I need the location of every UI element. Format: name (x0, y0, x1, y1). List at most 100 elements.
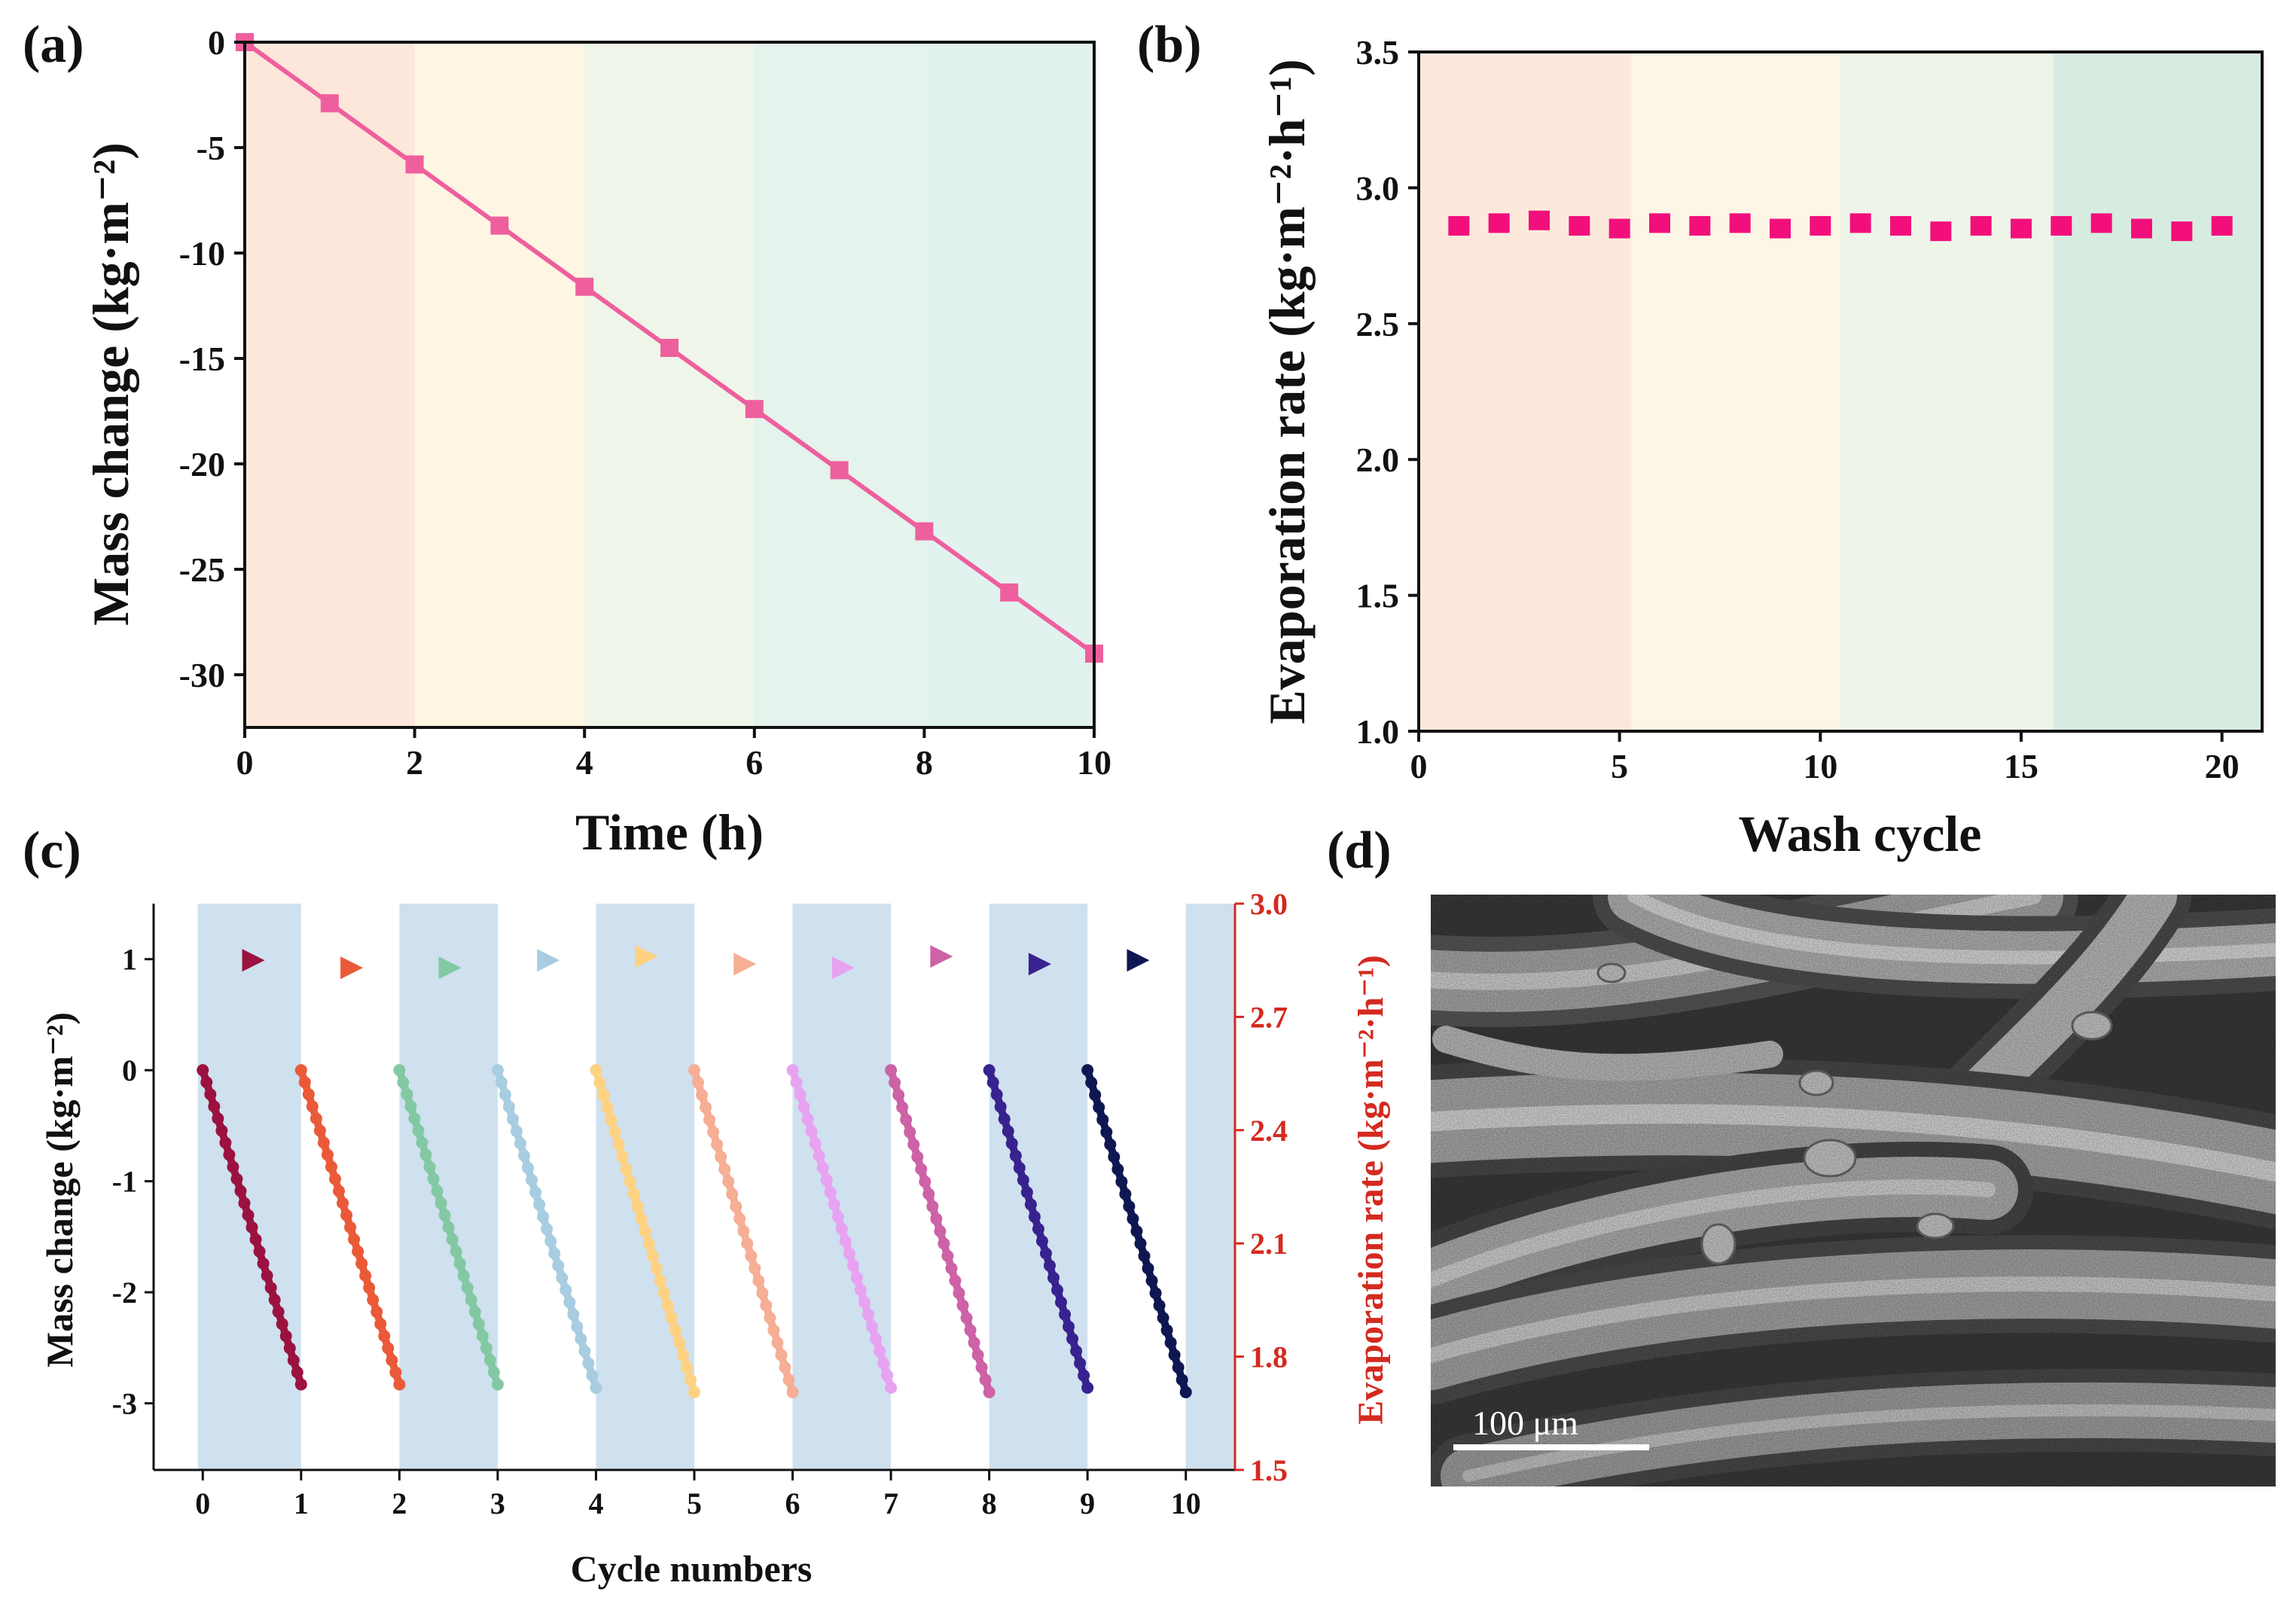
chart-c-point (291, 1366, 303, 1379)
chart-c-point (382, 1342, 395, 1355)
chart-c-point (386, 1354, 398, 1367)
chart-c-point (511, 1125, 523, 1138)
chart-b-point (1810, 215, 1831, 236)
chart-c-point (672, 1336, 685, 1349)
chart-c-point (1009, 1149, 1022, 1162)
chart-c-point (797, 1100, 810, 1113)
chart-a-ytick-label: -10 (179, 234, 225, 273)
chart-c-series-10 (1081, 949, 1192, 1398)
chart-c-point (491, 1064, 504, 1077)
chart-c-point (302, 1088, 315, 1101)
chart-c-point (197, 1064, 209, 1077)
chart-c-point (556, 1271, 569, 1284)
chart-c-point (764, 1312, 776, 1325)
chart-c-point (200, 1076, 213, 1089)
chart-a-point (490, 216, 509, 235)
chart-c-point (711, 1138, 724, 1151)
chart-c-point (412, 1124, 425, 1137)
chart-c-series-8 (885, 945, 996, 1398)
chart-c-point (363, 1282, 376, 1294)
chart-c-point (1013, 1161, 1026, 1174)
chart-a-xtick-label: 4 (576, 743, 593, 782)
chart-c-point (968, 1336, 980, 1349)
chart-c-point (665, 1312, 678, 1325)
chart-c-point (526, 1174, 538, 1187)
chart-a: 0 2 4 6 8 10 0 -5 -10 -15 -20 -25 -30 Time (h) Mass … (82, 23, 1111, 861)
chart-c-point (1024, 1198, 1037, 1211)
chart-c-point (1020, 1186, 1033, 1199)
chart-c-point (590, 1064, 602, 1077)
chart-c-point (1078, 1369, 1090, 1382)
chart-b-point (1529, 210, 1550, 230)
chart-c-point (1063, 1320, 1075, 1333)
chart-c-point (904, 1126, 916, 1139)
chart-c-point (435, 1197, 447, 1209)
chart-a-ytick-label: -30 (179, 656, 225, 694)
chart-c-point (276, 1318, 288, 1331)
chart-c-point (790, 1076, 803, 1089)
chart-c-point (696, 1089, 709, 1102)
chart-c-point (703, 1113, 716, 1126)
chart-b-ytick-label: 1.5 (1356, 577, 1400, 615)
chart-c-point (620, 1163, 633, 1175)
chart-c-point (491, 1378, 504, 1391)
chart-b-point (2131, 218, 2152, 239)
chart-c-point (1081, 1064, 1094, 1077)
chart-c-point (684, 1374, 697, 1386)
chart-c-point (865, 1320, 878, 1333)
chart-b-xtick-label: 20 (2205, 747, 2240, 785)
chart-a-point (745, 400, 764, 419)
chart-c-point (824, 1186, 837, 1199)
chart-c-xtick-label: 8 (982, 1486, 997, 1520)
chart-c-point (453, 1257, 466, 1270)
chart-b-xlabel: Wash cycle (1739, 805, 1982, 862)
chart-c-series-6 (688, 953, 799, 1398)
chart-c-point (427, 1172, 440, 1185)
chart-c-point (809, 1137, 822, 1150)
chart-c-point (707, 1126, 720, 1139)
chart-c-point (283, 1342, 296, 1355)
chart-c-point (605, 1113, 617, 1126)
sem-image: 100 μm (1431, 895, 2276, 1486)
chart-c-shade-2 (399, 904, 498, 1470)
chart-c-point (941, 1249, 954, 1262)
chart-a-point (660, 339, 678, 357)
chart-c-point (393, 1378, 406, 1391)
chart-a-point (320, 94, 339, 113)
chart-b-xtick-label: 10 (1803, 747, 1837, 785)
chart-c-point (317, 1136, 330, 1149)
chart-c-ylabel: Mass change (kg·m⁻²) (38, 1012, 81, 1368)
chart-c-point (337, 1197, 349, 1209)
chart-c-point (597, 1089, 610, 1102)
chart-c-point (854, 1284, 867, 1297)
chart-c-point (476, 1330, 489, 1343)
chart-c-ytick-right-label: 1.5 (1250, 1453, 1288, 1487)
chart-c-point (590, 1381, 602, 1394)
chart-c-point (578, 1345, 591, 1358)
chart-c-point (1096, 1113, 1109, 1126)
chart-c-point (767, 1324, 780, 1337)
chart-c-point (771, 1336, 784, 1349)
chart-c-ytick-right-label: 2.7 (1250, 1000, 1288, 1034)
chart-c-rate-marker-9 (1028, 953, 1051, 976)
chart-a-point (915, 522, 934, 541)
chart-c-point (975, 1361, 988, 1374)
chart-c-ytick-right-label: 3.0 (1250, 887, 1288, 921)
chart-c-point (835, 1223, 848, 1236)
chart-c-point (548, 1247, 561, 1260)
chart-c-point (994, 1100, 1007, 1113)
chart-c-point (794, 1088, 806, 1101)
chart-c-point (468, 1306, 481, 1319)
chart-c-point (1164, 1336, 1177, 1349)
chart-c-point (608, 1126, 621, 1139)
chart-c-shade-3 (596, 904, 694, 1470)
chart-c-point (813, 1149, 825, 1162)
chart-c-point (911, 1151, 924, 1163)
chart-c-point (514, 1137, 527, 1150)
chart-a-series (236, 33, 1103, 663)
chart-a-band-1 (245, 42, 415, 727)
panel-label-a: (a) (23, 16, 84, 74)
chart-c-point (922, 1188, 935, 1200)
chart-c-xtick-label: 3 (490, 1486, 505, 1520)
